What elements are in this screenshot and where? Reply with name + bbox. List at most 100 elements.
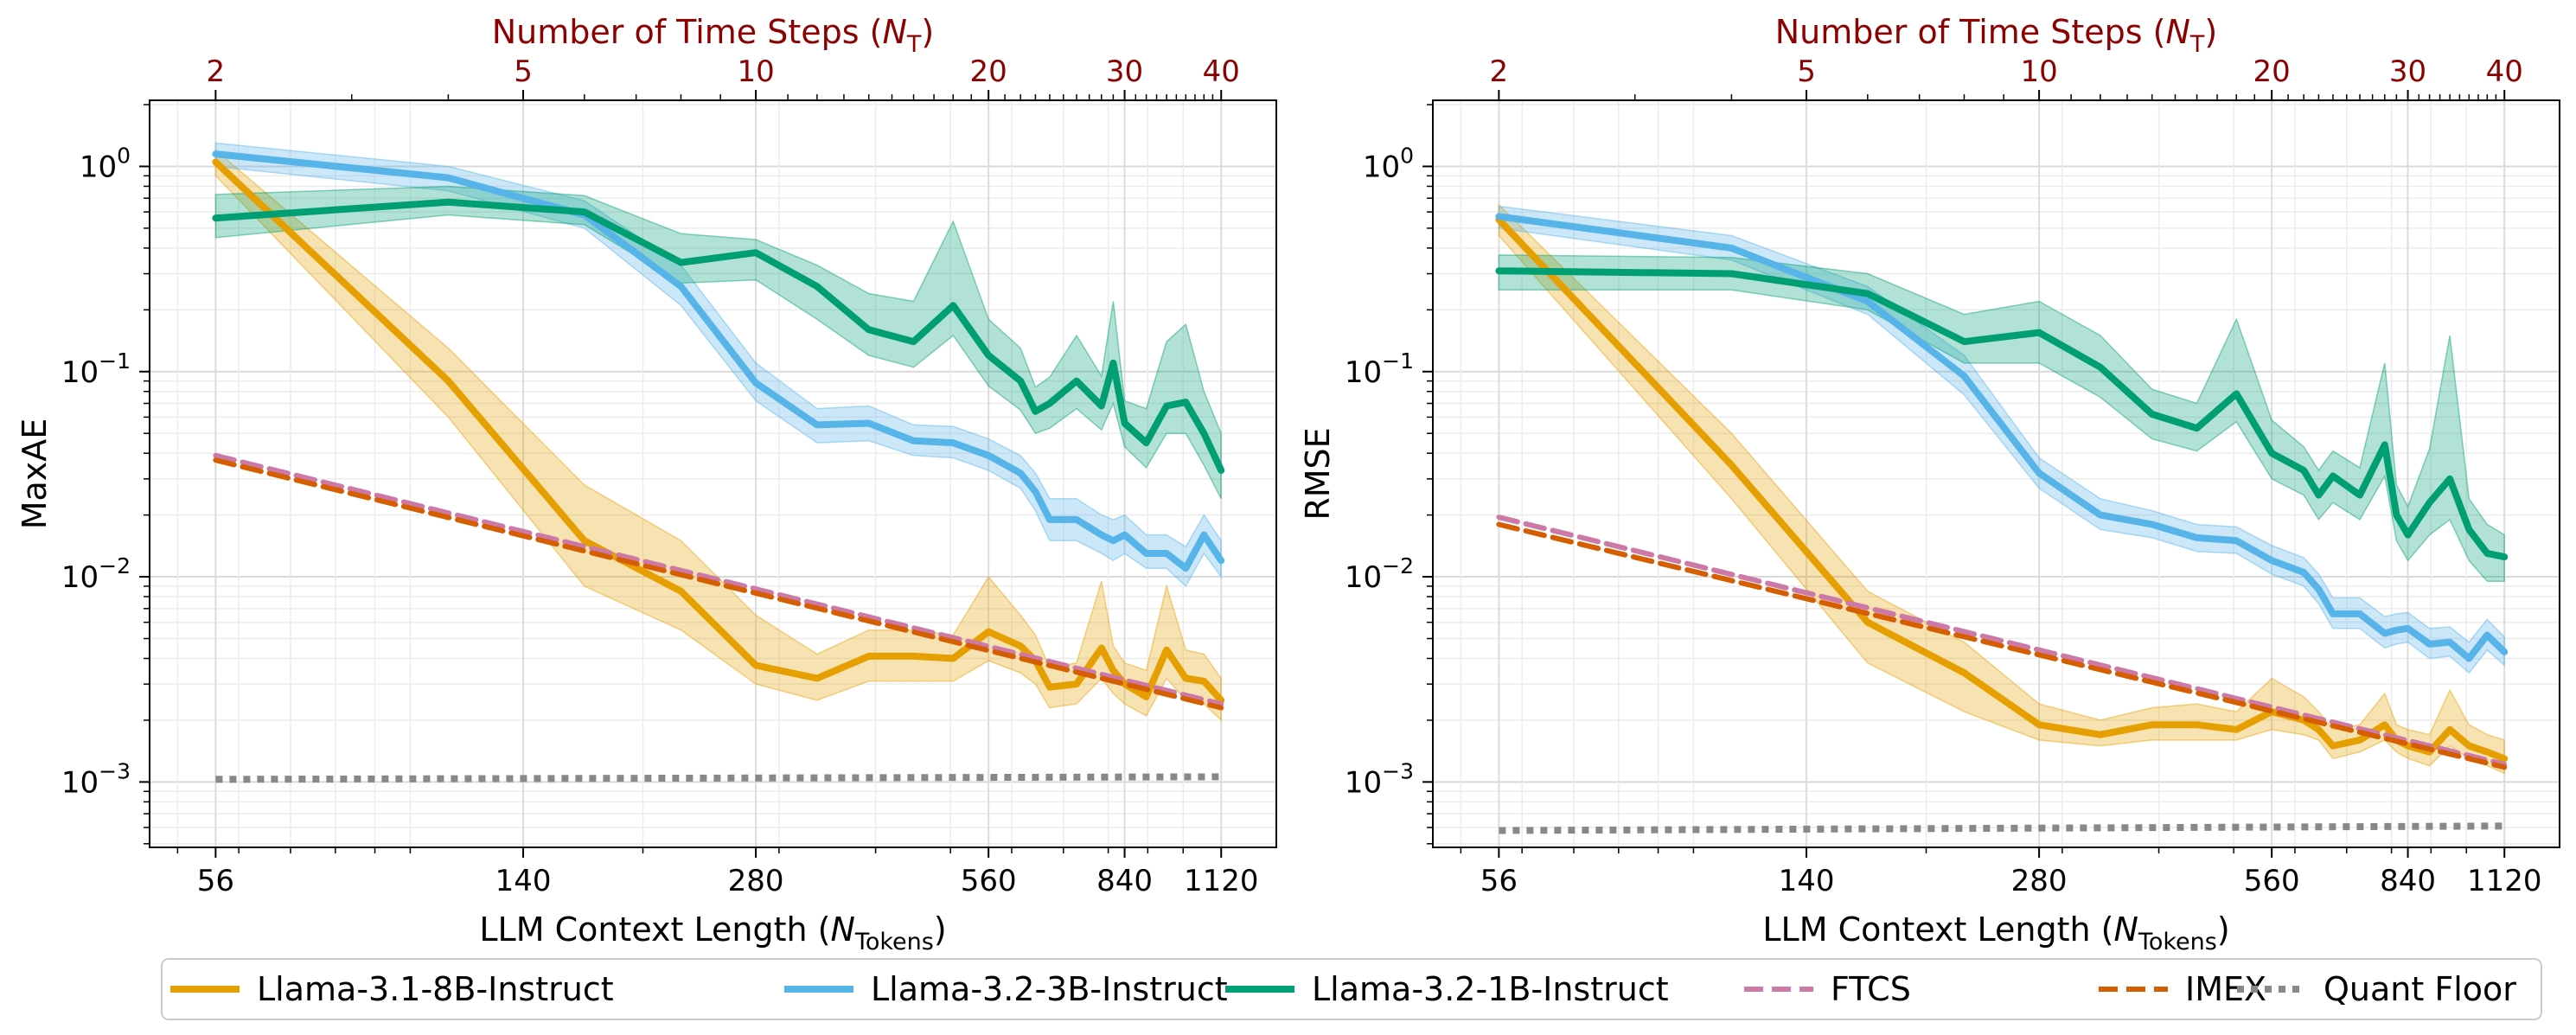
top-tick-label: 2 xyxy=(207,54,226,89)
y-tick-label-base: 10 xyxy=(61,765,99,800)
top-tick-label: 40 xyxy=(2486,54,2523,89)
top-axis-title-text: Number of Time Steps ( xyxy=(1775,13,2166,51)
y-tick-label-exponent: −1 xyxy=(1382,348,1414,374)
series-line-llama-3-2-3b-instruct xyxy=(212,150,1225,572)
legend: Llama-3.1-8B-Instruct Llama-3.2-3B-Instru… xyxy=(161,958,2542,1020)
legend-label: Quant Floor xyxy=(2324,970,2516,1008)
top-tick-label: 30 xyxy=(1106,54,1143,89)
y-tick-label-exponent: −1 xyxy=(99,348,131,374)
y-tick-label: 10−3 xyxy=(1345,758,1414,800)
confidence-band-llama-3-1-8b-instruct xyxy=(1498,203,2505,775)
grid-lines xyxy=(1433,100,2560,847)
y-tick-label-base: 10 xyxy=(80,150,117,184)
y-tick-label: 10−1 xyxy=(61,348,131,390)
top-tick-label: 2 xyxy=(1490,54,1509,89)
legend-label: Llama-3.1-8B-Instruct xyxy=(257,970,614,1008)
series-line-ftcs xyxy=(213,452,1224,707)
top-tick-label: 5 xyxy=(514,54,533,89)
x-axis-title-end: ) xyxy=(934,910,947,949)
series-line-quant-floor xyxy=(215,773,1222,783)
x-tick-label: 56 xyxy=(197,864,234,898)
plot-area xyxy=(212,142,1225,783)
confidence-band-llama-3-1-8b-instruct xyxy=(214,149,1222,722)
top-tick-label: 20 xyxy=(2253,54,2291,89)
y-tick-label: 10−2 xyxy=(1345,553,1414,595)
confidence-band-llama-3-2-1b-instruct xyxy=(214,185,1222,500)
x-axis-title: LLM Context Length (NTokens) xyxy=(479,910,946,955)
y-tick-label-base: 10 xyxy=(61,355,99,390)
series-line-llama-3-2-3b-instruct xyxy=(1495,213,2509,662)
y-tick-label: 100 xyxy=(80,143,131,184)
series-line-ftcs xyxy=(1496,514,2508,767)
x-tick-label: 840 xyxy=(2380,864,2436,898)
y-tick-label-exponent: −3 xyxy=(99,758,131,783)
x-axis-title: LLM Context Length (NTokens) xyxy=(1762,910,2229,955)
axes-frame xyxy=(1432,99,2560,848)
y-tick-label-base: 10 xyxy=(1363,150,1400,184)
top-axis-title-symbol: N xyxy=(882,13,906,51)
y-tick-label-exponent: −2 xyxy=(1382,553,1414,578)
x-axis-title-subscript: Tokens xyxy=(2138,929,2217,955)
top-axis-title-end: ) xyxy=(2204,13,2217,51)
legend-frame xyxy=(161,958,2542,1020)
legend-label: Llama-3.2-3B-Instruct xyxy=(871,970,1228,1008)
y-tick-label-base: 10 xyxy=(1345,765,1382,800)
series-line-llama-3-1-8b-instruct xyxy=(1495,216,2509,763)
x-tick-label: 1120 xyxy=(1184,864,1259,898)
top-tick-label: 5 xyxy=(1797,54,1816,89)
x-tick-label: 140 xyxy=(495,864,552,898)
top-axis-title-subscript: T xyxy=(2189,31,2205,58)
x-axis-title-end: ) xyxy=(2217,910,2230,949)
x-tick-label: 1120 xyxy=(2467,864,2542,898)
x-tick-label: 140 xyxy=(1779,864,1835,898)
y-tick-label: 10−3 xyxy=(61,758,131,800)
x-tick-label: 280 xyxy=(2011,864,2068,898)
top-tick-label: 10 xyxy=(737,54,774,89)
y-tick-label-exponent: 0 xyxy=(117,143,131,168)
x-axis-title-text: LLM Context Length ( xyxy=(479,910,830,949)
y-tick-label-exponent: −3 xyxy=(1382,758,1414,783)
y-tick-label: 10−1 xyxy=(1345,348,1414,390)
y-tick-label: 10−2 xyxy=(61,553,131,595)
top-tick-label: 20 xyxy=(970,54,1007,89)
x-axis-title-symbol: N xyxy=(830,910,854,949)
x-tick-label: 840 xyxy=(1096,864,1153,898)
grid-lines xyxy=(150,100,1276,847)
series-line-quant-floor xyxy=(1499,822,2505,834)
y-tick-label-exponent: −2 xyxy=(99,553,131,578)
series-line-imex xyxy=(213,457,1224,711)
y-tick-label-base: 10 xyxy=(1345,355,1382,390)
top-tick-label: 30 xyxy=(2389,54,2426,89)
series-line-llama-3-1-8b-instruct xyxy=(212,158,1225,704)
top-tick-label: 10 xyxy=(2020,54,2057,89)
x-tick-label: 560 xyxy=(2244,864,2300,898)
x-axis-title-symbol: N xyxy=(2113,910,2138,949)
top-axis-title: Number of Time Steps (NT) xyxy=(492,13,935,58)
y-tick-label: 100 xyxy=(1363,143,1414,184)
top-axis-title-text: Number of Time Steps ( xyxy=(492,13,883,51)
series-line-llama-3-2-1b-instruct xyxy=(1495,267,2509,561)
y-axis-title: RMSE xyxy=(1299,427,1337,520)
confidence-band-llama-3-2-1b-instruct xyxy=(1498,254,2505,583)
y-axis-title: MaxAE xyxy=(16,418,54,530)
series-line-imex xyxy=(1496,521,2508,770)
confidence-band-llama-3-2-3b-instruct xyxy=(214,142,1222,588)
legend-label: Llama-3.2-1B-Instruct xyxy=(1312,970,1669,1008)
top-axis-title-symbol: N xyxy=(2165,13,2189,51)
plot-area xyxy=(1495,203,2509,834)
x-axis-title-subscript: Tokens xyxy=(854,929,934,955)
y-tick-label-base: 10 xyxy=(1345,560,1382,595)
top-tick-label: 40 xyxy=(1203,54,1240,89)
legend-label: FTCS xyxy=(1831,970,1911,1008)
x-tick-label: 560 xyxy=(961,864,1017,898)
y-tick-label-base: 10 xyxy=(61,560,99,595)
series-line-llama-3-2-1b-instruct xyxy=(212,198,1225,474)
x-axis-title-text: LLM Context Length ( xyxy=(1762,910,2113,949)
axes-frame xyxy=(149,99,1277,848)
x-tick-label: 56 xyxy=(1480,864,1518,898)
top-axis-title-subscript: T xyxy=(906,31,922,58)
y-tick-label-exponent: 0 xyxy=(1400,143,1414,168)
top-axis-title: Number of Time Steps (NT) xyxy=(1775,13,2218,58)
